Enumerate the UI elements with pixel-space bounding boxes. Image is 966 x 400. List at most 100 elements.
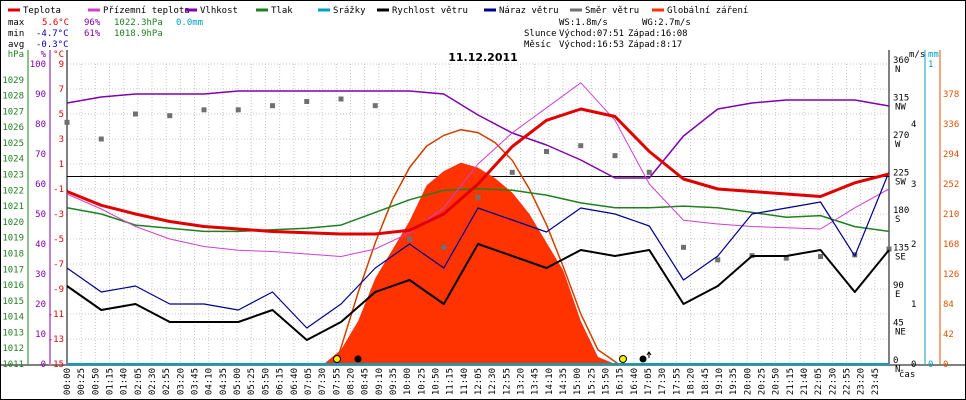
x-tick-label: 05:00 (233, 368, 243, 395)
plot-area (64, 82, 892, 365)
dir-tick-label: 315 (893, 94, 909, 104)
hpa-tick-label: 1012 (2, 344, 24, 354)
mm-unit-label: mm (928, 50, 939, 60)
x-tick-label: 07:55 (332, 368, 342, 395)
wm2-tick-label: 168 (943, 240, 959, 250)
x-tick-label: 21:15 (786, 368, 796, 395)
ms-tick-label: 4 (911, 120, 916, 130)
x-tick-label: 16:15 (616, 368, 626, 395)
info-mesic-label: Měsíc (524, 40, 551, 50)
x-tick-label: 12:05 (474, 368, 484, 395)
ms-tick-label: 1 (911, 300, 916, 310)
hpa-tick-label: 1019 (2, 234, 24, 244)
legend: Teplota Přízemní teplota Vlhkost Tlak Srážky… (8, 6, 748, 16)
hpa-tick-label: 1021 (2, 202, 24, 212)
legend-label-srazky: Srážky (333, 6, 366, 16)
series-smer-point (681, 244, 686, 250)
ms-tick-label: 0 (911, 360, 916, 370)
temp-tick-label: 9 (59, 60, 64, 70)
wm2-tick-label: 378 (943, 90, 959, 100)
info-mesic-zapad: Západ:8:17 (628, 40, 682, 50)
dir-tick-dir: N (895, 65, 900, 75)
temp-tick-label: -5 (53, 235, 64, 245)
wm2-tick-label: 42 (943, 330, 954, 340)
series-naraz-line (66, 171, 890, 329)
x-tick-label: 18:45 (701, 368, 711, 395)
x-tick-label: 15:50 (602, 368, 612, 395)
pct-unit-label: % (41, 50, 47, 60)
series-smer-point (475, 194, 481, 200)
x-tick-label: 20:00 (743, 368, 753, 395)
series-smer-point (64, 119, 70, 125)
stat-max-hum: 96% (84, 18, 101, 28)
x-tick-label: 03:45 (191, 368, 201, 395)
series-smer-point (407, 236, 412, 242)
pct-tick-label: 90 (35, 90, 46, 100)
series-smer-point (544, 149, 549, 154)
moonset-marker (354, 355, 362, 363)
x-tick-label: 10:25 (417, 368, 427, 395)
chart-title: 11.12.2011 (448, 51, 518, 64)
legend-label-vlhkost: Vlhkost (200, 6, 238, 16)
dir-tick-dir: S (895, 215, 900, 225)
mm-tick-label: 1 (928, 60, 933, 70)
dir-tick-dir: NW (895, 103, 906, 113)
series-smer-point (167, 113, 173, 119)
dir-tick-label: 45 (893, 319, 904, 329)
x-tick-label: 02:30 (148, 368, 158, 395)
hpa-tick-label: 1023 (2, 171, 24, 181)
temp-tick-label: -15 (48, 360, 64, 370)
x-tick-label: 06:40 (290, 368, 300, 395)
ms-tick-label: 2 (911, 240, 916, 250)
x-tick-label: 07:30 (318, 368, 328, 395)
series-tlak-line (66, 187, 890, 233)
series-smer-point (612, 153, 618, 159)
stat-min-press: 1018.9hPa (114, 29, 163, 39)
legend-label-prizemni: Přízemní teplota (103, 6, 190, 16)
x-tick-label: 01:40 (120, 368, 130, 395)
temp-tick-label: -1 (53, 185, 64, 195)
pct-tick-label: 30 (35, 270, 46, 280)
x-tick-label: 22:30 (828, 368, 838, 395)
temp-tick-label: -13 (48, 335, 64, 345)
x-tick-label: 17:30 (658, 368, 668, 395)
temp-tick-label: -9 (53, 285, 64, 295)
x-tick-label: 14:10 (545, 368, 555, 395)
pct-tick-label: 60 (35, 180, 46, 190)
dir-tick-label: 90 (893, 281, 904, 291)
wm2-tick-label: 84 (943, 300, 954, 310)
series-smer-point (304, 99, 310, 104)
x-tick-label: 20:50 (772, 368, 782, 395)
x-tick-label: 13:45 (531, 368, 541, 395)
stat-min-hum: 61% (84, 29, 101, 39)
info-wg: WG:2.7m/s (642, 18, 691, 28)
x-tick-label: 19:10 (715, 368, 725, 395)
moonrise-arrow-icon (646, 351, 652, 358)
x-tick-label: 22:05 (814, 368, 824, 395)
x-tick-label: 08:45 (361, 368, 371, 395)
dir-tick-label: 225 (893, 169, 909, 179)
dir-tick-label: 135 (893, 244, 909, 254)
series-smer-point (818, 254, 823, 259)
hpa-tick-label: 1016 (2, 281, 24, 291)
series-teplota-line (66, 107, 890, 236)
dir-tick-dir: SE (895, 253, 906, 263)
x-tick-label: 02:05 (134, 368, 144, 395)
pct-tick-label: 0 (41, 360, 46, 370)
x-tick-label: 11:15 (446, 368, 456, 395)
hpa-tick-label: 1011 (2, 360, 24, 370)
mm-tick-label: 0 (928, 360, 933, 370)
series-smer-point (372, 103, 378, 109)
series-smer-point (715, 257, 721, 263)
x-tick-label: 07:05 (304, 368, 314, 395)
wm2-tick-label: 126 (943, 270, 959, 280)
hpa-tick-label: 1027 (2, 107, 24, 117)
x-tick-label: 00:00 (63, 368, 73, 395)
legend-label-tlak: Tlak (271, 6, 293, 16)
stat-min-temp: -4.7°C (36, 29, 69, 39)
series-smer-point (441, 244, 447, 250)
stats-block: max 5.6°C 96% 1022.3hPa 0.0mm min -4.7°C… (8, 18, 203, 50)
series-smer-point (886, 246, 892, 252)
x-tick-label: 23:45 (871, 368, 881, 395)
x-tick-label: 05:50 (261, 368, 271, 395)
